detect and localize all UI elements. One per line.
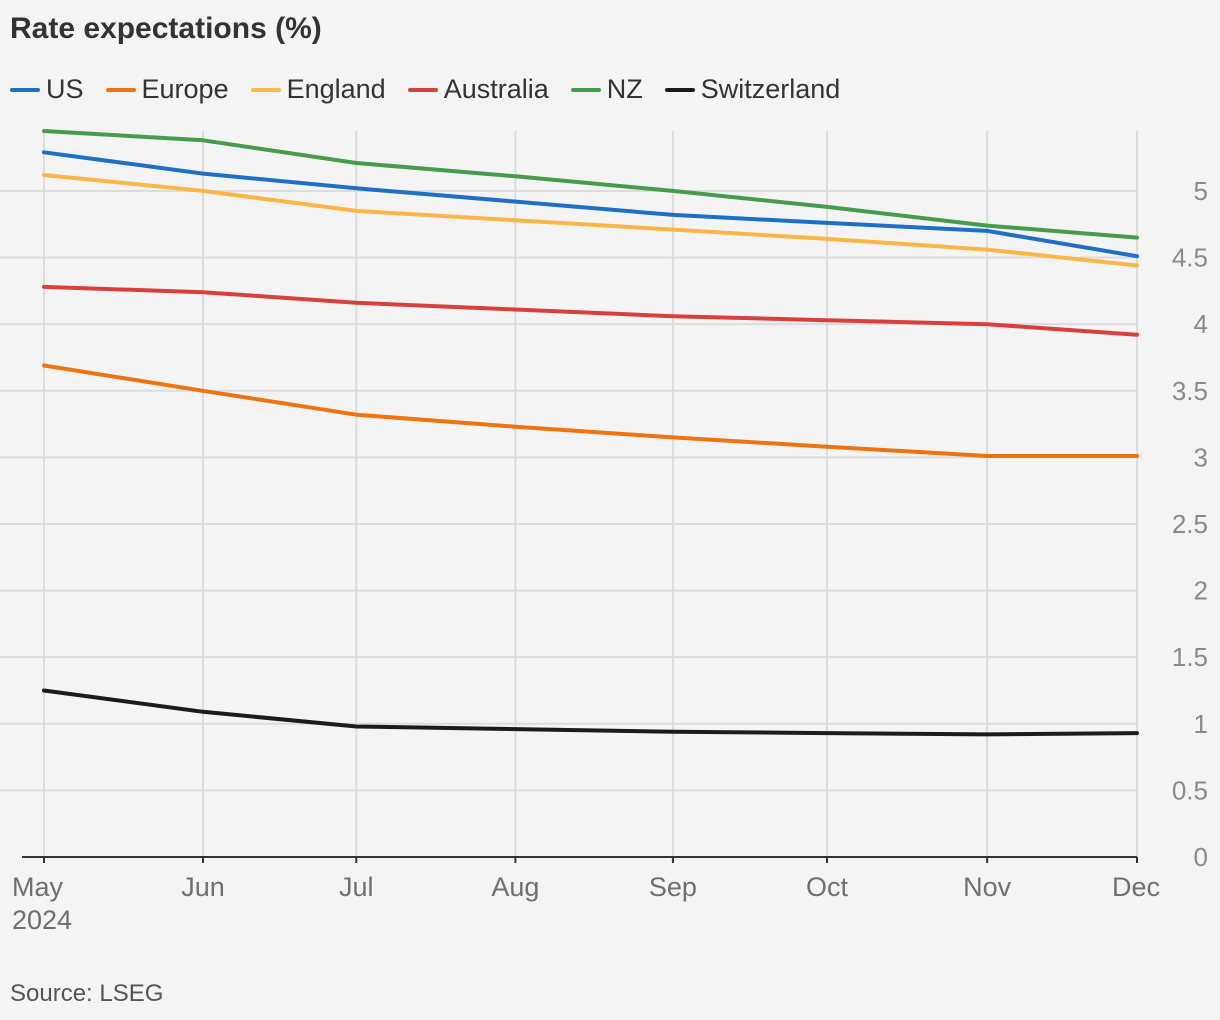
legend-label: US bbox=[46, 74, 84, 104]
chart-title: Rate expectations (%) bbox=[10, 12, 322, 45]
legend-swatch bbox=[105, 87, 136, 92]
y-tick-label: 2.5 bbox=[1172, 509, 1208, 539]
y-tick-label: 5 bbox=[1194, 176, 1208, 206]
x-tick-label: May bbox=[12, 872, 64, 902]
y-tick-label: 2 bbox=[1194, 576, 1208, 606]
chart-legend: US Europe England Australia NZ Switzerland bbox=[10, 74, 862, 105]
legend-label: England bbox=[286, 74, 386, 104]
series-line-australia bbox=[42, 284, 1139, 337]
legend-swatch bbox=[10, 87, 40, 92]
legend-item-england: England bbox=[250, 74, 386, 105]
legend-label: NZ bbox=[606, 74, 643, 104]
legend-swatch bbox=[570, 87, 601, 92]
x-tick-label: Aug bbox=[491, 872, 539, 902]
source-note: Source: LSEG bbox=[10, 980, 164, 1007]
legend-swatch bbox=[664, 87, 695, 92]
y-tick-label: 4.5 bbox=[1172, 243, 1208, 273]
x-tick-label: Sep bbox=[649, 872, 697, 902]
x-tick-label: Dec bbox=[1112, 872, 1160, 902]
series-lines bbox=[42, 129, 1139, 737]
y-tick-label: 0 bbox=[1194, 842, 1208, 872]
legend-item-switzerland: Switzerland bbox=[664, 74, 841, 105]
y-tick-label: 3 bbox=[1194, 442, 1208, 472]
legend-item-nz: NZ bbox=[570, 74, 643, 105]
y-tick-label: 3.5 bbox=[1172, 376, 1208, 406]
series-line-us bbox=[42, 150, 1139, 259]
legend-swatch bbox=[407, 87, 438, 92]
x-tick-label: Jun bbox=[181, 872, 225, 902]
legend-item-australia: Australia bbox=[407, 74, 549, 105]
legend-swatch bbox=[250, 87, 281, 92]
legend-label: Australia bbox=[443, 74, 549, 104]
series-line-switzerland bbox=[42, 688, 1139, 737]
y-tick-label: 1.5 bbox=[1172, 642, 1208, 672]
legend-item-us: US bbox=[10, 74, 84, 105]
legend-label: Switzerland bbox=[700, 74, 841, 104]
y-tick-label: 0.5 bbox=[1172, 775, 1208, 805]
series-line-europe bbox=[42, 363, 1139, 458]
legend-item-europe: Europe bbox=[105, 74, 229, 105]
y-tick-label: 4 bbox=[1194, 309, 1208, 339]
y-tick-label: 1 bbox=[1194, 709, 1208, 739]
x-tick-label: Nov bbox=[963, 872, 1012, 902]
gridlines bbox=[0, 131, 1138, 861]
x-year-label: 2024 bbox=[12, 905, 72, 935]
x-axis: May Jun Jul Aug Sep Oct Nov Dec 2024 bbox=[12, 856, 1160, 935]
series-line-nz bbox=[42, 129, 1139, 240]
x-tick-label: Jul bbox=[339, 872, 374, 902]
x-tick-label: Oct bbox=[806, 872, 849, 902]
y-axis: 0 0.5 1 1.5 2 2.5 3 3.5 4 4.5 5 bbox=[1172, 176, 1208, 872]
legend-label: Europe bbox=[141, 74, 229, 104]
series-line-england bbox=[42, 173, 1139, 268]
